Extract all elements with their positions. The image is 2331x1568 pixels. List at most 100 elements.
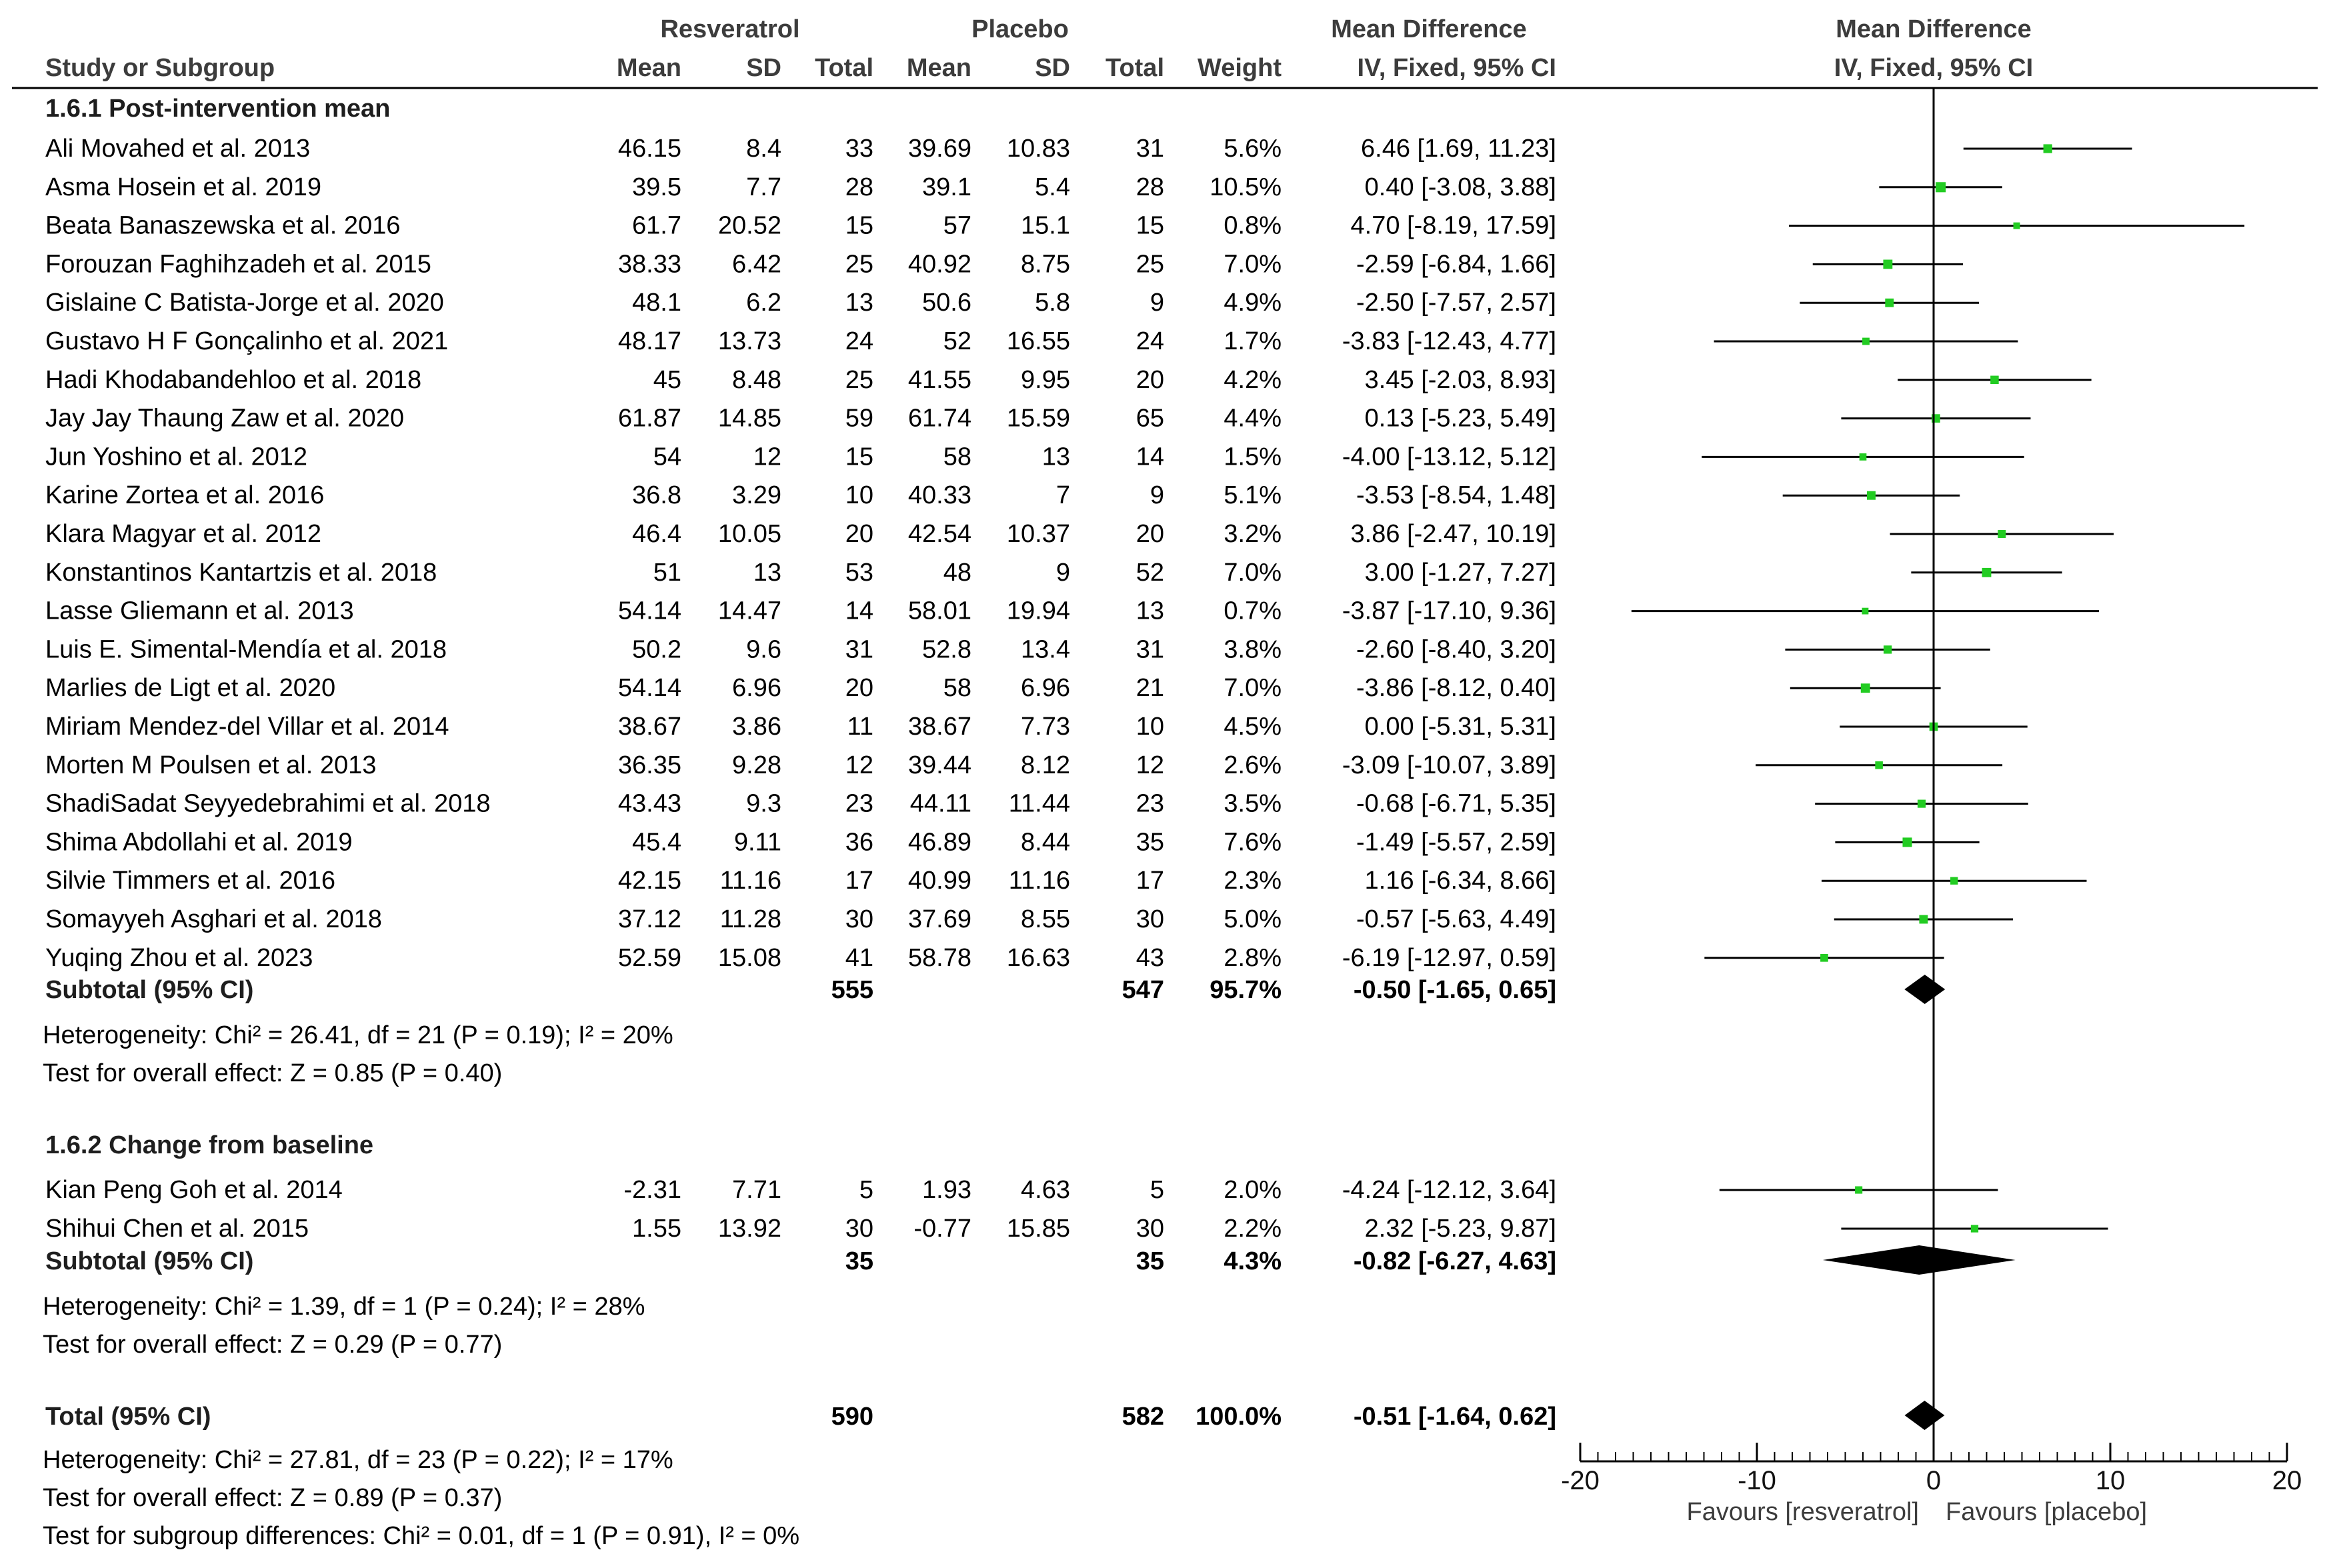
study-c-total: 12 [1136, 751, 1164, 779]
study-c-sd: 8.44 [1021, 828, 1070, 856]
study-c-sd: 6.96 [1021, 674, 1070, 702]
header-ctrl-group: Placebo [971, 15, 1069, 43]
total-e-total: 590 [831, 1403, 873, 1431]
study-2-1-point [1855, 1186, 1863, 1194]
header-plot-method: IV, Fixed, 95% CI [1834, 54, 2034, 82]
study-ci-text: 3.45 [-2.03, 8.93] [1365, 366, 1556, 394]
study-c-sd: 4.63 [1021, 1176, 1070, 1204]
study-e-total: 15 [845, 443, 873, 471]
total-weight: 100.0% [1196, 1403, 1282, 1431]
total-c-total: 582 [1122, 1403, 1164, 1431]
study-weight: 1.5% [1224, 443, 1282, 471]
study-e-mean: 61.7 [632, 212, 681, 240]
study-e-total: 30 [845, 905, 873, 933]
study-name: ShadiSadat Seyyedebrahimi et al. 2018 [45, 790, 491, 818]
study-c-sd: 16.63 [1007, 944, 1070, 972]
study-ci-text: -3.83 [-12.43, 4.77] [1342, 327, 1556, 355]
study-e-mean: 61.87 [618, 405, 681, 433]
study-c-sd: 13.4 [1021, 635, 1070, 663]
total-overall-effect: Test for overall effect: Z = 0.89 (P = 0… [43, 1484, 502, 1512]
study-c-mean: -0.77 [913, 1215, 971, 1243]
tick-label: 10 [2096, 1466, 2126, 1495]
study-ci-text: -3.87 [-17.10, 9.36] [1342, 597, 1556, 625]
study-9-point [1859, 453, 1867, 461]
study-e-sd: 6.96 [732, 674, 781, 702]
study-ci-text: 1.16 [-6.34, 8.66] [1365, 867, 1556, 895]
study-e-sd: 20.52 [718, 212, 781, 240]
study-e-mean: 52.59 [618, 944, 681, 972]
study-e-total: 31 [845, 635, 873, 663]
study-c-mean: 48 [943, 559, 971, 587]
study-c-total: 28 [1136, 173, 1164, 201]
study-c-total: 9 [1150, 481, 1164, 509]
study-e-sd: 14.85 [718, 405, 781, 433]
favours-right: Favours [placebo] [1946, 1498, 2147, 1526]
study-c-sd: 8.12 [1021, 751, 1070, 779]
study-4-point [1883, 259, 1893, 269]
study-e-total: 41 [845, 944, 873, 972]
study-name: Yuqing Zhou et al. 2023 [45, 944, 313, 972]
study-name: Ali Movahed et al. 2013 [45, 135, 310, 163]
study-e-mean: 42.15 [618, 867, 681, 895]
study-e-mean: 48.17 [618, 327, 681, 355]
subgroup-differences: Test for subgroup differences: Chi² = 0.… [43, 1522, 799, 1550]
study-e-total: 53 [845, 559, 873, 587]
study-c-total: 13 [1136, 597, 1164, 625]
study-weight: 10.5% [1210, 173, 1282, 201]
study-c-mean: 58 [943, 443, 971, 471]
study-c-total: 9 [1150, 289, 1164, 317]
study-c-total: 15 [1136, 212, 1164, 240]
study-e-mean: 43.43 [618, 790, 681, 818]
study-e-total: 36 [845, 828, 873, 856]
study-e-sd: 8.4 [746, 135, 781, 163]
study-e-sd: 11.16 [720, 867, 781, 895]
study-e-mean: 54 [653, 443, 681, 471]
study-e-sd: 9.3 [746, 790, 781, 818]
subgroup-2-title: 1.6.2 Change from baseline [45, 1131, 373, 1159]
header-e-sd: SD [746, 54, 781, 82]
study-e-total: 13 [845, 289, 873, 317]
study-weight: 2.6% [1224, 751, 1282, 779]
study-ci-text: -0.68 [-6.71, 5.35] [1356, 790, 1556, 818]
study-e-total: 28 [845, 173, 873, 201]
study-weight: 7.0% [1224, 250, 1282, 278]
study-5-point [1885, 298, 1894, 307]
study-e-sd: 9.11 [734, 828, 781, 856]
study-e-mean: 46.4 [632, 520, 681, 548]
study-10-point [1866, 491, 1876, 500]
study-ci-text: -0.57 [-5.63, 4.49] [1356, 905, 1556, 933]
study-c-total: 52 [1136, 559, 1164, 587]
study-c-sd: 5.8 [1035, 289, 1070, 317]
subtotal-1-weight: 95.7% [1210, 976, 1282, 1004]
study-c-sd: 15.1 [1021, 212, 1070, 240]
study-e-sd: 11.28 [720, 905, 781, 933]
study-c-sd: 10.37 [1007, 520, 1070, 548]
study-c-mean: 58.01 [908, 597, 971, 625]
study-13-point [1862, 607, 1869, 615]
study-c-mean: 40.33 [908, 481, 971, 509]
study-c-mean: 1.93 [922, 1176, 971, 1204]
study-e-sd: 13.73 [718, 327, 781, 355]
study-c-mean: 44.11 [910, 790, 971, 818]
study-e-mean: 36.35 [618, 751, 681, 779]
study-c-sd: 8.75 [1021, 250, 1070, 278]
study-e-sd: 7.7 [746, 173, 781, 201]
study-ci-text: 3.00 [-1.27, 7.27] [1365, 559, 1556, 587]
study-name: Gislaine C Batista-Jorge et al. 2020 [45, 289, 444, 317]
study-e-mean: -2.31 [623, 1176, 681, 1204]
study-name: Silvie Timmers et al. 2016 [45, 867, 335, 895]
study-name: Shima Abdollahi et al. 2019 [45, 828, 353, 856]
study-c-total: 65 [1136, 405, 1164, 433]
study-e-total: 14 [845, 597, 873, 625]
study-name: Shihui Chen et al. 2015 [45, 1215, 309, 1243]
study-e-sd: 6.42 [732, 250, 781, 278]
header-plot-title: Mean Difference [1836, 15, 2032, 43]
total-label: Total (95% CI) [45, 1403, 211, 1431]
study-1-point [2043, 144, 2052, 153]
study-weight: 0.7% [1224, 597, 1282, 625]
study-c-total: 23 [1136, 790, 1164, 818]
study-name: Somayyeh Asghari et al. 2018 [45, 905, 382, 933]
header-e-mean: Mean [617, 54, 681, 82]
study-weight: 2.3% [1224, 867, 1282, 895]
study-c-total: 21 [1136, 674, 1164, 702]
